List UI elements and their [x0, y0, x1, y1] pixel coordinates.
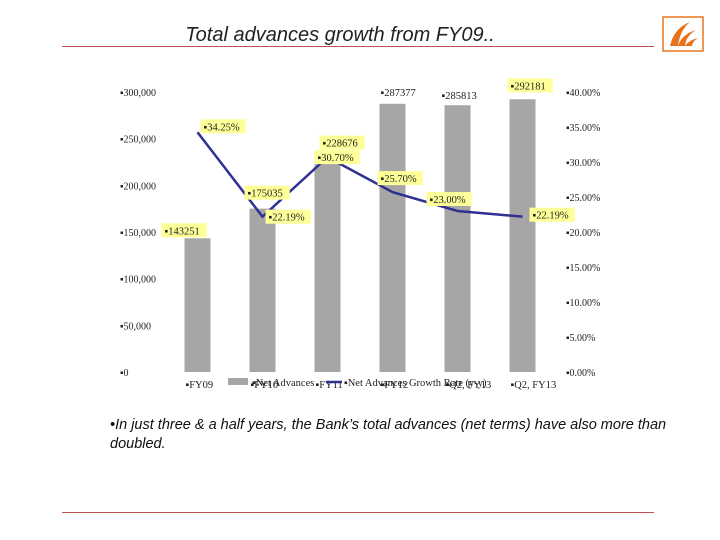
- y-left-tick-label: ▪0: [120, 368, 129, 379]
- x-category-label: ▪FY11: [316, 380, 343, 391]
- bar-value-label-bg: [161, 223, 207, 238]
- line-value-label-bg: [265, 209, 311, 224]
- y-right-tick-label: ▪20.00%: [566, 228, 600, 239]
- bar-net-advances: [249, 208, 276, 372]
- y-right-tick-label: ▪5.00%: [566, 333, 595, 344]
- bank-of-baroda-logo-icon: [662, 16, 704, 52]
- bar-value-label-bg: [319, 135, 365, 150]
- legend-label-net-advances: ▪Net Advances: [252, 378, 314, 389]
- x-category-label: ▪FY10: [251, 380, 279, 391]
- line-value-label: ▪30.70%: [318, 153, 354, 164]
- y-right-tick-label: ▪30.00%: [566, 158, 600, 169]
- line-value-label-bg: [529, 207, 575, 222]
- line-value-label: ▪23.00%: [430, 195, 466, 206]
- line-value-label-bg: [377, 171, 423, 186]
- y-right-tick-label: ▪25.00%: [566, 193, 600, 204]
- y-left-tick-label: ▪150,000: [120, 228, 156, 239]
- y-right-tick-label: ▪15.00%: [566, 263, 600, 274]
- bar-value-label: ▪228676: [323, 139, 358, 150]
- bar-value-label-bg: [244, 185, 290, 200]
- growth-rate-line: [196, 131, 523, 219]
- title-divider: [62, 46, 654, 47]
- bar-value-label-bg: [507, 78, 553, 93]
- bar-net-advances: [184, 238, 211, 372]
- line-value-label-bg: [426, 192, 472, 206]
- line-value-label: ▪34.25%: [204, 122, 240, 133]
- legend-label-growth-rate: ▪Net Advances Growth Rate (y-y): [344, 378, 487, 389]
- legend-swatch-net-advances: [228, 378, 248, 385]
- line-value-label-bg: [200, 119, 246, 134]
- bar-net-advances: [444, 105, 471, 372]
- x-category-label: ▪FY12: [381, 380, 409, 391]
- y-right-tick-label: ▪40.00%: [566, 88, 600, 99]
- y-right-tick-label: ▪0.00%: [566, 368, 595, 379]
- bar-value-label: ▪285813: [442, 91, 477, 102]
- bar-net-advances: [509, 99, 536, 372]
- advances-combo-chart: ▪0 ▪50,000 ▪100,000 ▪150,000 ▪200,000 ▪250,00…: [120, 78, 600, 391]
- line-value-label-bg: [314, 150, 360, 165]
- y-left-tick-label: ▪200,000: [120, 181, 156, 192]
- bar-value-label: ▪143251: [165, 226, 200, 237]
- bar-value-label: ▪287377: [381, 88, 416, 99]
- y-right-tick-label: ▪35.00%: [566, 123, 600, 134]
- x-category-label: ▪Q2, FY13: [511, 380, 557, 391]
- x-category-label: ▪Q2, FY13: [446, 380, 492, 391]
- y-left-tick-label: ▪300,000: [120, 88, 156, 99]
- y-left-tick-label: ▪50,000: [120, 321, 151, 332]
- slide-title: Total advances growth from FY09..: [185, 24, 495, 46]
- y-left-tick-label: ▪100,000: [120, 275, 156, 286]
- bar-net-advances: [314, 158, 341, 372]
- summary-caption: •In just three & a half years, the Bank’…: [110, 417, 667, 452]
- x-category-label: ▪FY09: [186, 380, 214, 391]
- bar-net-advances: [379, 103, 406, 372]
- y-right-tick-label: ▪10.00%: [566, 298, 600, 309]
- y-left-tick-label: ▪250,000: [120, 135, 156, 146]
- line-value-label: ▪22.19%: [269, 213, 305, 224]
- footer-divider: [62, 512, 654, 513]
- bar-value-label: ▪175035: [248, 189, 283, 200]
- line-value-label: ▪25.70%: [381, 174, 417, 185]
- bar-value-label: ▪292181: [511, 81, 546, 92]
- line-value-label: ▪22.19%: [533, 211, 569, 222]
